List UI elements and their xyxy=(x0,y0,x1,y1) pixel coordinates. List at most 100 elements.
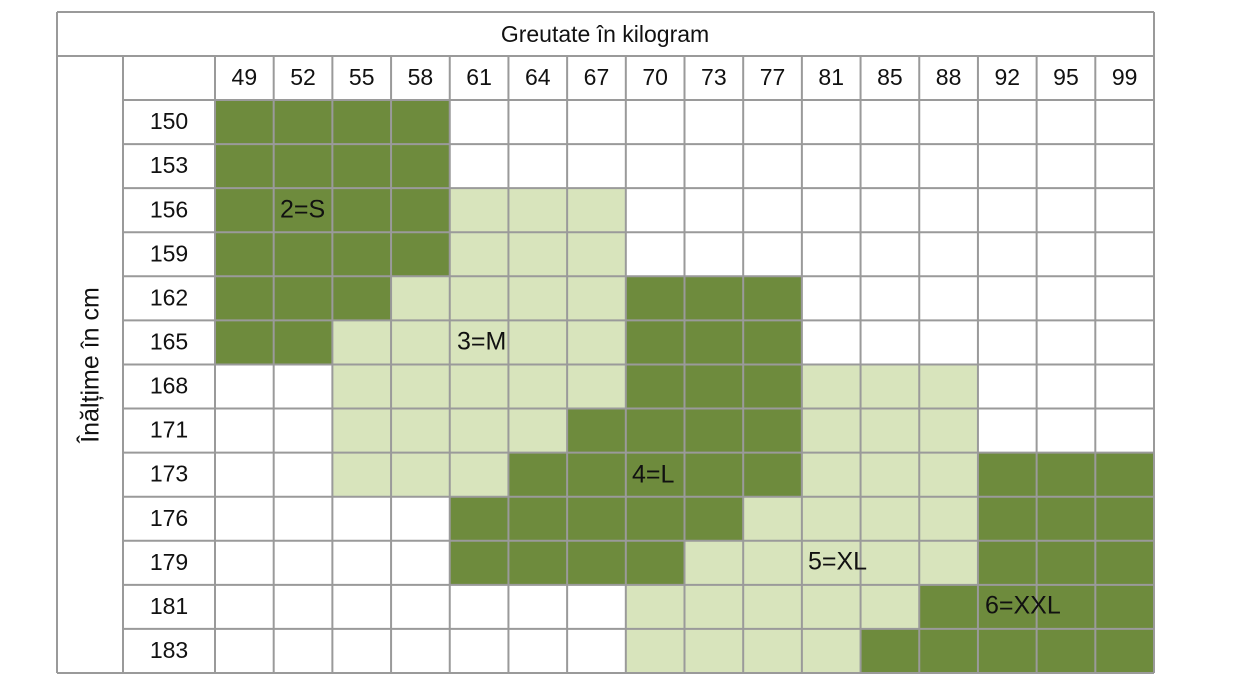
cell xyxy=(332,276,392,321)
cell xyxy=(449,496,509,541)
column-header: 85 xyxy=(877,64,903,90)
cell xyxy=(449,364,509,409)
cell xyxy=(684,320,744,365)
cell xyxy=(684,452,744,497)
cell xyxy=(1036,452,1096,497)
row-axis-label: Înălțime în cm xyxy=(76,287,105,444)
cell xyxy=(625,320,685,365)
cell xyxy=(215,188,274,233)
cell xyxy=(215,320,274,365)
cell xyxy=(1095,584,1154,629)
row-header: 168 xyxy=(150,373,188,399)
row-header: 159 xyxy=(150,240,188,266)
title: Greutate în kilogram xyxy=(501,21,709,47)
cell xyxy=(215,144,274,189)
cell xyxy=(273,232,333,277)
cell xyxy=(508,188,568,233)
cell xyxy=(684,540,744,585)
row-header: 150 xyxy=(150,108,188,134)
cell xyxy=(215,276,274,321)
column-header: 88 xyxy=(936,64,962,90)
row-header: 162 xyxy=(150,284,188,310)
labels: Greutate în kilogram Înălțime în cm 49 52… xyxy=(76,21,1138,663)
cell xyxy=(919,496,978,541)
column-header: 73 xyxy=(701,64,727,90)
cell xyxy=(860,584,920,629)
cell xyxy=(391,452,450,497)
cell xyxy=(684,364,744,409)
cell xyxy=(508,496,568,541)
cell xyxy=(391,188,450,233)
cell xyxy=(743,408,802,453)
cell xyxy=(801,452,861,497)
cell xyxy=(567,496,626,541)
cell xyxy=(860,628,920,673)
cell xyxy=(977,540,1037,585)
size-label: 3=M xyxy=(457,328,506,356)
cell xyxy=(332,232,392,277)
column-header: 67 xyxy=(584,64,610,90)
cell xyxy=(273,320,333,365)
cells xyxy=(215,100,1154,673)
cell xyxy=(567,188,626,233)
cell xyxy=(508,232,568,277)
cell xyxy=(684,408,744,453)
cell xyxy=(625,496,685,541)
cell xyxy=(449,232,509,277)
cell xyxy=(625,584,685,629)
cell xyxy=(567,232,626,277)
column-header: 55 xyxy=(349,64,375,90)
row-header: 181 xyxy=(150,593,188,619)
cell xyxy=(743,276,802,321)
cell xyxy=(743,320,802,365)
cell xyxy=(1095,452,1154,497)
cell xyxy=(743,452,802,497)
row-header: 179 xyxy=(150,549,188,575)
cell xyxy=(801,628,861,673)
row-header: 156 xyxy=(150,196,188,222)
cell xyxy=(625,408,685,453)
cell xyxy=(743,496,802,541)
cell xyxy=(391,276,450,321)
column-header: 64 xyxy=(525,64,551,90)
cell xyxy=(684,584,744,629)
cell xyxy=(625,452,685,497)
cell xyxy=(449,320,509,365)
cell xyxy=(567,364,626,409)
cell xyxy=(332,452,392,497)
cell xyxy=(801,496,861,541)
cell xyxy=(625,276,685,321)
cell xyxy=(919,628,978,673)
cell xyxy=(801,408,861,453)
cell xyxy=(919,364,978,409)
cell xyxy=(919,408,978,453)
cell xyxy=(743,540,802,585)
cell xyxy=(1036,584,1096,629)
row-header: 173 xyxy=(150,461,188,487)
cell xyxy=(860,452,920,497)
cell xyxy=(1036,540,1096,585)
cell xyxy=(332,144,392,189)
row-header: 183 xyxy=(150,637,188,663)
row-header: 171 xyxy=(150,417,188,443)
cell xyxy=(332,188,392,233)
cell xyxy=(684,276,744,321)
cell xyxy=(919,540,978,585)
grid xyxy=(56,11,1155,674)
cell xyxy=(625,364,685,409)
cell xyxy=(860,540,920,585)
row-header: 153 xyxy=(150,152,188,178)
cell xyxy=(391,408,450,453)
cell xyxy=(860,408,920,453)
cell xyxy=(215,100,274,145)
cell xyxy=(567,408,626,453)
cell xyxy=(977,496,1037,541)
cell xyxy=(449,408,509,453)
cell xyxy=(860,496,920,541)
cell xyxy=(508,408,568,453)
cell xyxy=(391,144,450,189)
cell xyxy=(743,364,802,409)
row-header: 165 xyxy=(150,329,188,355)
size-label: 4=L xyxy=(632,461,675,489)
